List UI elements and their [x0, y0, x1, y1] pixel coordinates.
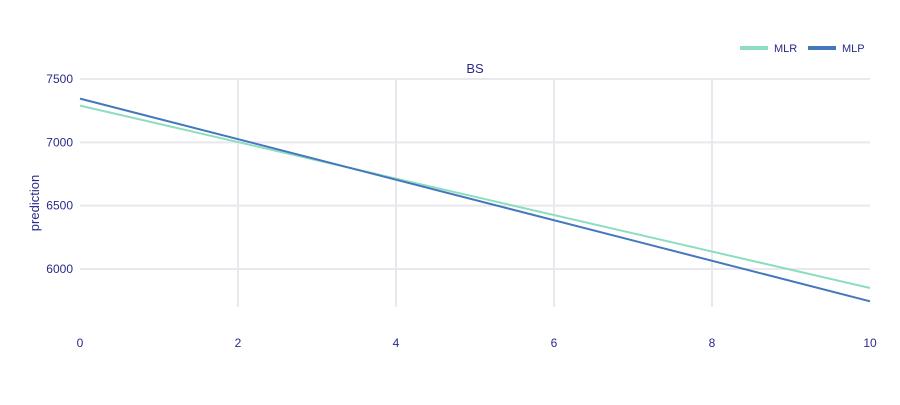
y-tick-label: 6500 [46, 199, 73, 213]
legend: MLR MLP [740, 43, 865, 55]
x-tick-label: 4 [393, 336, 400, 350]
legend-label-mlr: MLR [774, 43, 797, 55]
grid-lines [80, 78, 870, 307]
legend-item-mlr[interactable]: MLR [740, 43, 797, 55]
tick-labels: 0 2 4 6 8 10 6000 6500 7000 7500 [46, 72, 877, 350]
y-tick-label: 7000 [46, 135, 73, 149]
y-tick-label: 7500 [46, 72, 73, 86]
series-lines [79, 97, 871, 303]
x-tick-label: 0 [77, 336, 84, 350]
x-tick-label: 8 [709, 336, 716, 350]
y-tick-label: 6000 [46, 262, 73, 276]
x-tick-label: 6 [551, 336, 558, 350]
x-tick-label: 10 [863, 336, 877, 350]
x-tick-label: 2 [235, 336, 242, 350]
legend-item-mlp[interactable]: MLP [808, 43, 865, 55]
y-axis-label: prediction [27, 175, 42, 231]
chart-title: BS [466, 61, 484, 76]
series-line-mlr [79, 104, 871, 289]
legend-label-mlp: MLP [842, 43, 865, 55]
series-line-mlp [79, 97, 871, 303]
